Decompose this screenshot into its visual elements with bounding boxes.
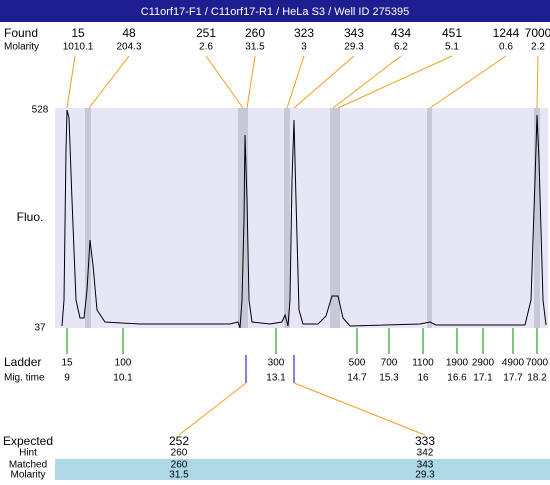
ladder-label: Ladder [4,355,41,369]
found-size: 434 [391,26,411,40]
found-size: 343 [344,26,364,40]
peak-link [536,55,539,109]
ladder-time: 13.1 [266,373,286,384]
axis-top: 528 [32,105,49,116]
ladder-time: 16.6 [447,373,467,384]
ladder-size: 100 [115,358,132,369]
found-molarity: 204.3 [116,42,141,53]
trace [61,109,547,329]
ladder-time: 18.2 [527,373,547,384]
peak-link [332,55,402,109]
ladder-time: 17.7 [503,373,523,384]
found-label: Found [4,26,38,40]
expected-row-label: Matched [9,460,47,471]
ladder-size: 300 [268,358,285,369]
peak-link [286,55,305,109]
found-molarity: 1010.1 [63,42,94,53]
found-size: 15 [71,26,85,40]
found-molarity: 2.2 [531,42,545,53]
peak-link [88,55,130,109]
found-size: 260 [245,26,265,40]
found-molarity: 5.1 [445,42,459,53]
found-size: 48 [122,26,136,40]
peak-link [205,55,244,109]
expected-row-label: Expected [3,434,53,448]
expected-cell: 31.5 [169,470,189,480]
header-bar [0,0,550,22]
expected-cell: 252 [169,434,189,448]
ladder-size: 2900 [472,358,495,369]
peak-link [66,55,76,109]
ladder-time: 17.1 [473,373,493,384]
ladder-size: 4900 [502,358,525,369]
plot-area [55,108,548,328]
ladder-size: 700 [381,358,398,369]
expected-cell: 343 [417,460,434,471]
axis-bottom: 37 [34,323,46,334]
time-label: Mig. time [4,373,45,384]
ladder-size: 7000 [526,358,549,369]
found-molarity: 0.6 [499,42,513,53]
ladder-size: 15 [61,358,73,369]
found-molarity: 29.3 [344,42,364,53]
peak-link [337,55,453,109]
match-link [178,382,247,436]
ladder-time: 10.1 [113,373,133,384]
expected-cell: 342 [417,448,434,459]
ladder-size: 500 [349,358,366,369]
peak-link [293,55,355,109]
expected-cell: 260 [171,460,188,471]
ladder-time: 14.7 [347,373,367,384]
found-size: 7000 [525,26,550,40]
found-molarity: 3 [301,42,307,53]
ladder-size: 1100 [412,358,434,369]
found-size: 323 [294,26,314,40]
ladder-time: 16 [417,373,429,384]
expected-cell: 260 [171,448,188,459]
peak-bands [85,108,540,328]
expected-row-label: Hint [19,448,37,459]
found-size: 251 [196,26,216,40]
found-molarity: 2.6 [199,42,213,53]
found-size: 451 [442,26,462,40]
found-size: 1244 [493,26,520,40]
found-molarity: 6.2 [394,42,408,53]
ladder-time: 9 [64,373,70,384]
ladder-size: 1900 [446,358,469,369]
found-molarity: 31.5 [245,42,265,53]
expected-cell: 29.3 [415,470,435,480]
molarity-label: Molarity [4,42,39,53]
expected-row-label: Molarity [10,470,45,480]
expected-cell: 333 [415,434,435,448]
axis-label: Fluo. [17,210,44,224]
ladder-time: 15.3 [379,373,399,384]
peak-link [429,55,507,109]
peak-link [246,55,256,109]
matched-rows [55,459,550,480]
header-title: C11orf17-F1 / C11orf17-R1 / HeLa S3 / We… [141,6,409,18]
match-link [293,382,426,436]
